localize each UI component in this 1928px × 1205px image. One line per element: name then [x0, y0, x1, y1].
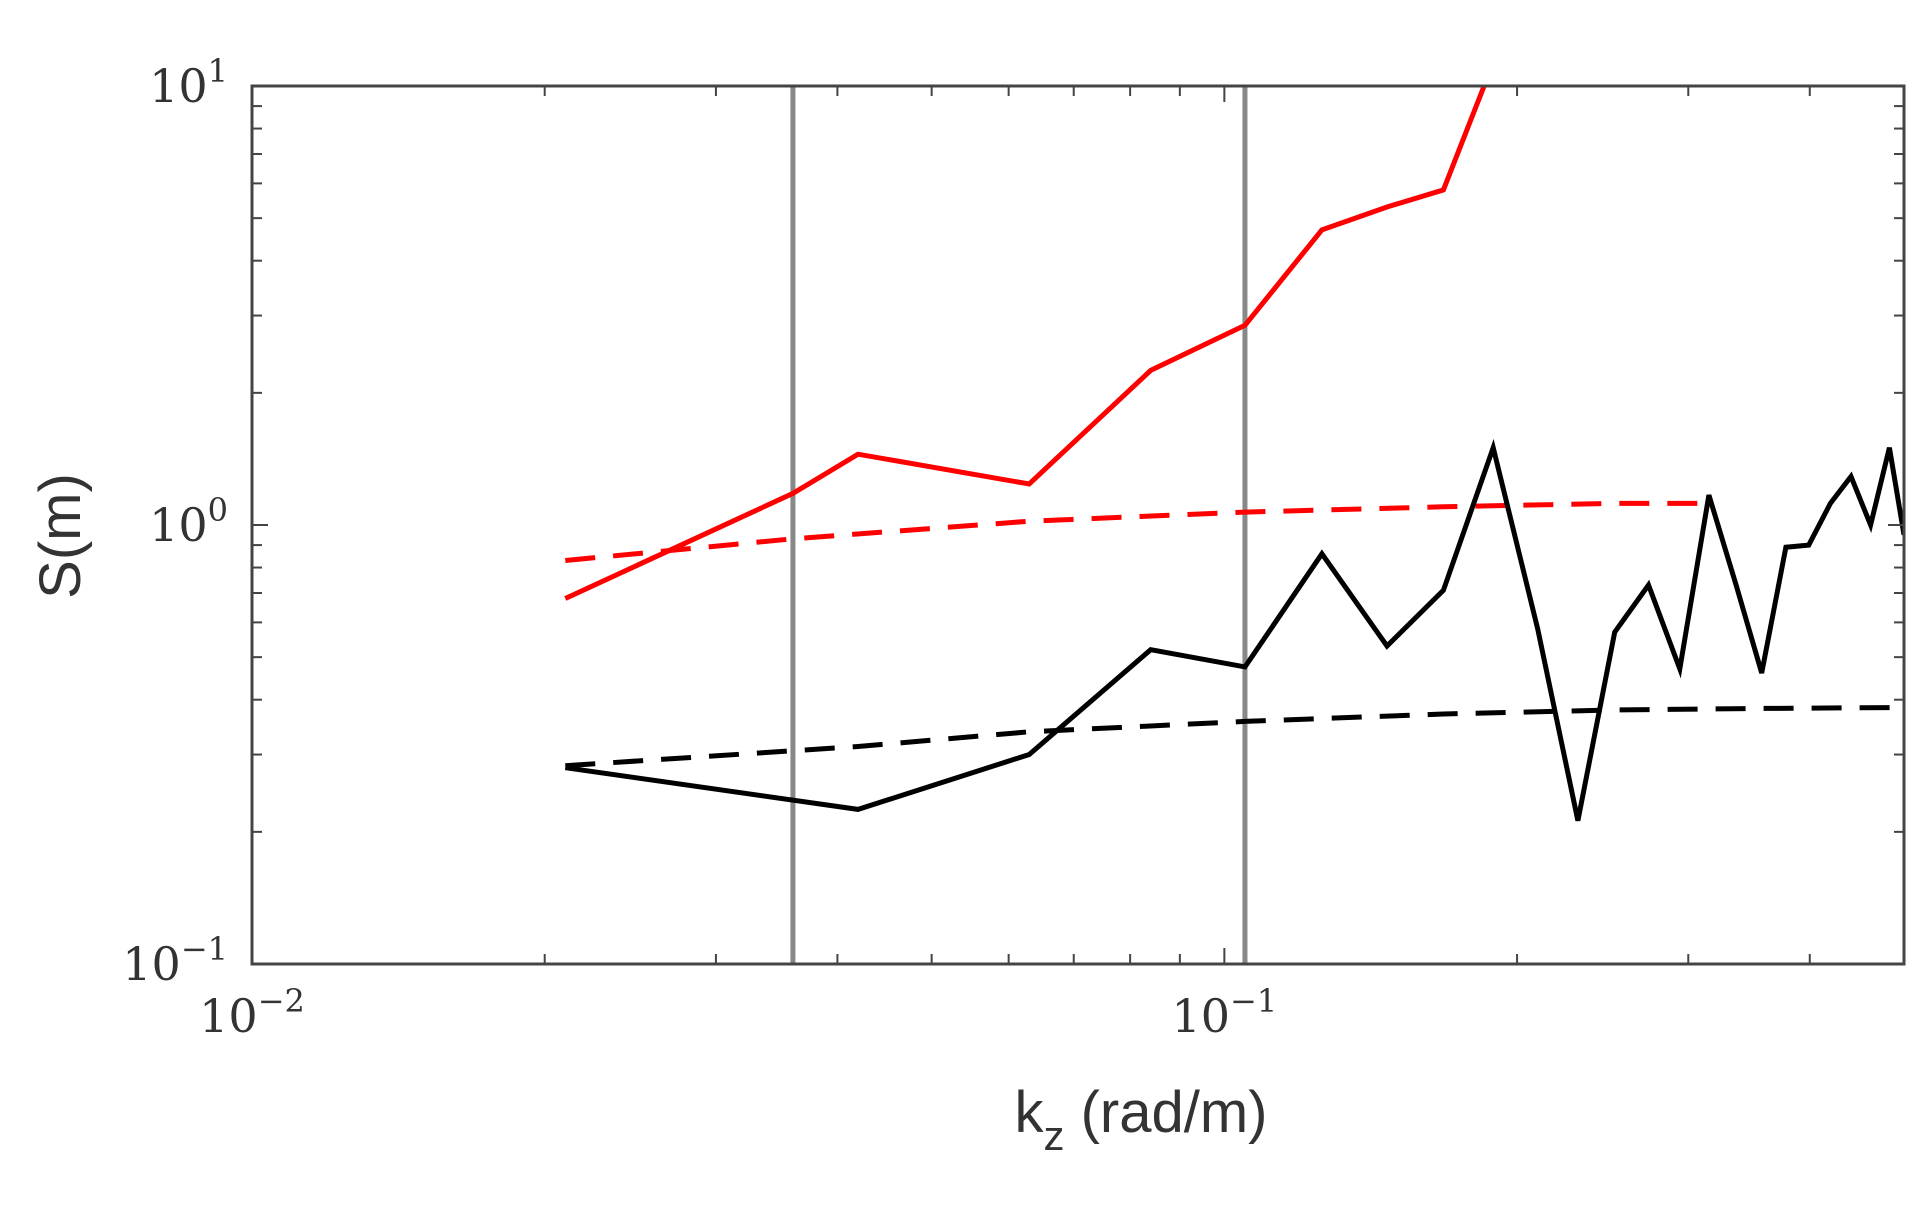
y-tick-label: 100	[149, 491, 228, 552]
plot-area	[564, 86, 1904, 964]
x-tick-label: 10−2	[199, 982, 305, 1043]
series-line-3	[565, 705, 1904, 769]
axes-frame	[250, 84, 1906, 966]
y-axis-label: S(m)	[28, 473, 93, 599]
y-tick-label: 10−1	[122, 930, 228, 991]
series-line-2	[564, 438, 1904, 822]
series-line-0	[564, 86, 1487, 601]
x-axis-label: kz (rad/m)	[1015, 1080, 1268, 1159]
y-tick-label: 101	[149, 52, 228, 113]
series-line-1	[565, 500, 1703, 563]
x-tick-label: 10−1	[1171, 982, 1277, 1043]
